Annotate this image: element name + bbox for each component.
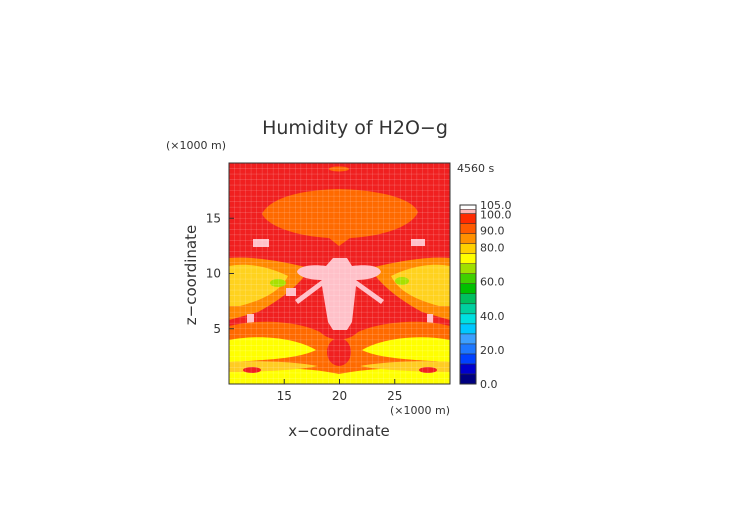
colorbar-swatch	[459, 209, 477, 214]
colorbar-swatch	[459, 253, 477, 264]
colorbar-label: 80.0	[480, 242, 505, 255]
colorbar-swatch	[459, 363, 477, 375]
colorbar-swatch	[459, 303, 477, 315]
colorbar-label: 20.0	[480, 344, 505, 357]
lower-center-red	[327, 338, 351, 366]
colorbar-label: 100.0	[480, 209, 512, 222]
right-edge-pink	[427, 314, 433, 323]
colorbar-frame	[459, 204, 477, 385]
y-unit-label: (×1000 m)	[166, 139, 226, 152]
y-tick-label: 15	[206, 211, 221, 225]
colorbar-swatch	[459, 283, 477, 294]
y-tick-label: 10	[206, 267, 221, 281]
colorbar-swatch	[459, 353, 477, 365]
left-pink-speck	[253, 239, 269, 247]
right-green-patch	[395, 277, 409, 285]
grid-lines	[229, 163, 450, 384]
colorbar-swatch	[459, 333, 477, 345]
y-axis-ticks: 5 10 15	[206, 211, 234, 336]
chart-title: Humidity of H2O−g	[262, 117, 448, 139]
colorbar-label: 105.0	[480, 199, 512, 212]
colorbar-label: 40.0	[480, 310, 505, 323]
lower-yellow-right	[362, 337, 450, 362]
colorbar-label: 60.0	[480, 276, 505, 289]
colorbar-swatch	[459, 343, 477, 355]
colorbar-swatch	[459, 223, 477, 234]
colorbar-swatch	[459, 213, 477, 224]
cloud-left-tick	[286, 288, 296, 296]
left-edge-pink	[247, 314, 254, 323]
x-tick-label: 15	[277, 389, 292, 403]
top-cap	[329, 166, 349, 172]
colorbar-swatch	[459, 263, 477, 274]
lower-yellow-left	[229, 337, 316, 362]
colorbar-swatch	[459, 293, 477, 305]
colorbar-swatch	[459, 273, 477, 284]
colorbar-swatch	[459, 313, 477, 325]
x-axis-ticks: 15 20 25	[277, 379, 402, 403]
colorbar-label: 90.0	[480, 225, 505, 238]
colorbar-swatch	[459, 204, 477, 210]
colorbar-swatch	[459, 243, 477, 254]
bottom-left-red	[243, 367, 261, 373]
y-tick-label: 5	[213, 322, 221, 336]
x-unit-label: (×1000 m)	[390, 404, 450, 417]
humidity-field	[229, 163, 450, 384]
colorbar-label: 0.0	[480, 378, 498, 391]
colorbar-swatch	[459, 323, 477, 335]
y-axis-label: z−coordinate	[182, 225, 200, 325]
upper-anvil	[262, 189, 418, 246]
bottom-right-red	[419, 367, 437, 373]
left-yellow-lobe	[229, 264, 288, 306]
right-yellow-lobe	[391, 264, 450, 306]
colorbar-swatch	[459, 233, 477, 244]
time-label: 4560 s	[457, 162, 494, 175]
right-pink-speck	[411, 239, 425, 246]
x-tick-label: 20	[332, 389, 347, 403]
colorbar-swatch	[459, 373, 477, 385]
left-green-patch	[270, 279, 286, 287]
cloud-core	[295, 258, 384, 330]
x-tick-label: 25	[387, 389, 402, 403]
x-axis-label: x−coordinate	[288, 422, 389, 440]
